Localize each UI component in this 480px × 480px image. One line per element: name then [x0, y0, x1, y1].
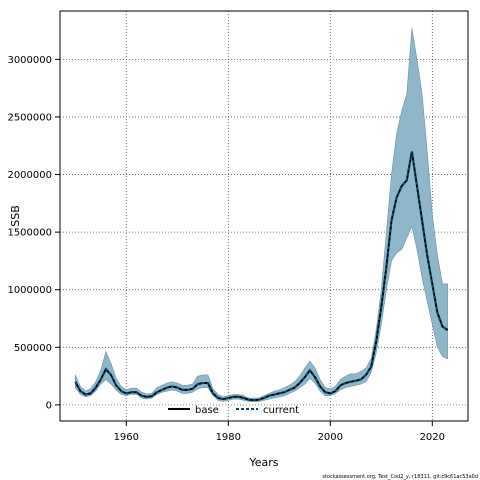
- confidence-band-layer: [75, 28, 448, 402]
- y-tick-label-500000: 500000: [14, 343, 52, 354]
- legend-current-label: current: [263, 405, 299, 416]
- x-tick-label-1980: 1980: [216, 432, 241, 443]
- series-layer: [74, 151, 449, 402]
- y-tick-label-1000000: 1000000: [7, 285, 52, 296]
- y-tick-label-2500000: 2500000: [7, 112, 52, 123]
- y-axis-label: SSB: [9, 205, 22, 227]
- y-tick-label-1500000: 1500000: [7, 228, 52, 239]
- x-tick-label-1960: 1960: [114, 432, 139, 443]
- plot-frame: [59, 10, 469, 422]
- y-tick-label-2000000: 2000000: [7, 170, 52, 181]
- x-tick-label-2000: 2000: [318, 432, 343, 443]
- y-tick-label-0: 0: [46, 400, 52, 411]
- x-tick-label-2020: 2020: [420, 432, 445, 443]
- x-axis-label: Years: [248, 456, 278, 469]
- x-axis-ticks: 1960 1980 2000 2020: [114, 421, 445, 443]
- footer-text: stockassessment.org, Test_Cod2_y, r18311…: [322, 474, 478, 480]
- legend: base current: [168, 405, 299, 416]
- y-tick-label-3000000: 3000000: [7, 55, 52, 66]
- y-axis-ticks: 0 500000 1000000 1500000 2000000 2500000 30000…: [7, 55, 60, 411]
- series-line-current: [74, 151, 449, 402]
- confidence-band: [75, 28, 448, 402]
- legend-base-label: base: [195, 405, 219, 416]
